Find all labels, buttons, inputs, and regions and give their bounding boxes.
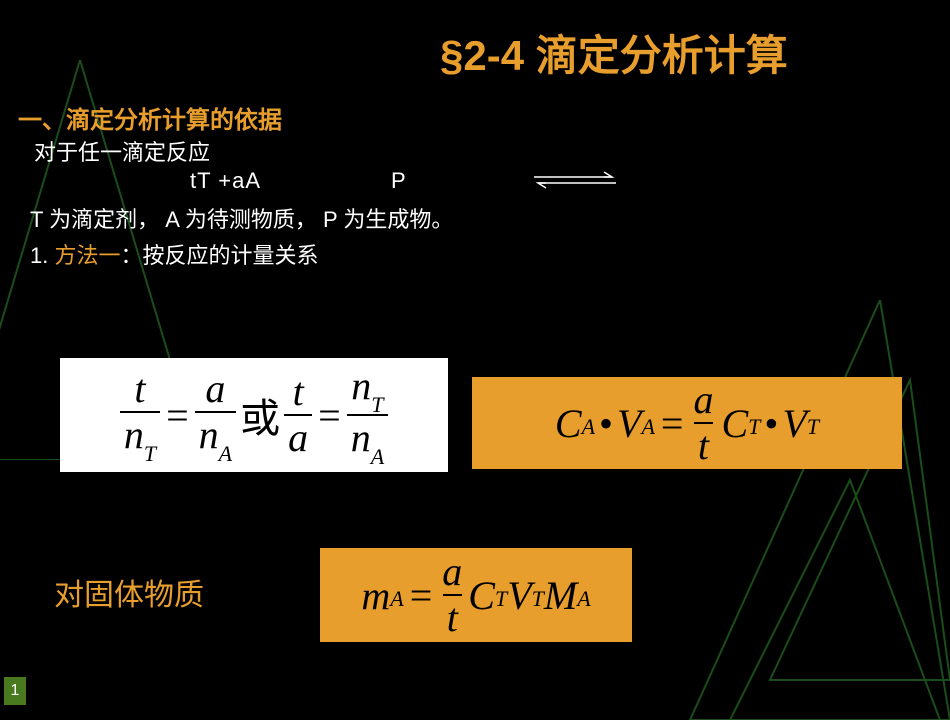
section-heading: 一、滴定分析计算的依据	[18, 100, 282, 135]
bg-triangle-2	[630, 300, 950, 720]
page-number-badge: 1	[4, 677, 26, 705]
reaction-right: P	[391, 168, 407, 193]
intro-line: 对于任一滴定反应	[34, 135, 210, 167]
slide-title: §2-4 滴定分析计算	[440, 22, 788, 83]
method-name: 方法一	[54, 243, 120, 268]
method-desc: ：按反应的计量关系	[120, 243, 318, 268]
solid-substance-label: 对固体物质	[54, 570, 204, 614]
reaction-equation: tT +aA P	[190, 168, 407, 194]
formula-mass: mA = a t CT VT MA	[320, 548, 632, 642]
formula-concentration: CA • VA = a t CT • VT	[472, 377, 902, 469]
reaction-left: tT +aA	[190, 168, 261, 193]
method-line: 1. 方法一：按反应的计量关系	[30, 238, 319, 270]
equilibrium-arrow-icon	[530, 170, 620, 190]
formula-ratio: t nT = a nA 或 t a = nT nA	[60, 358, 448, 472]
method-number: 1.	[30, 243, 54, 268]
symbol-definitions: T 为滴定剂， A 为待测物质， P 为生成物。	[30, 202, 453, 234]
